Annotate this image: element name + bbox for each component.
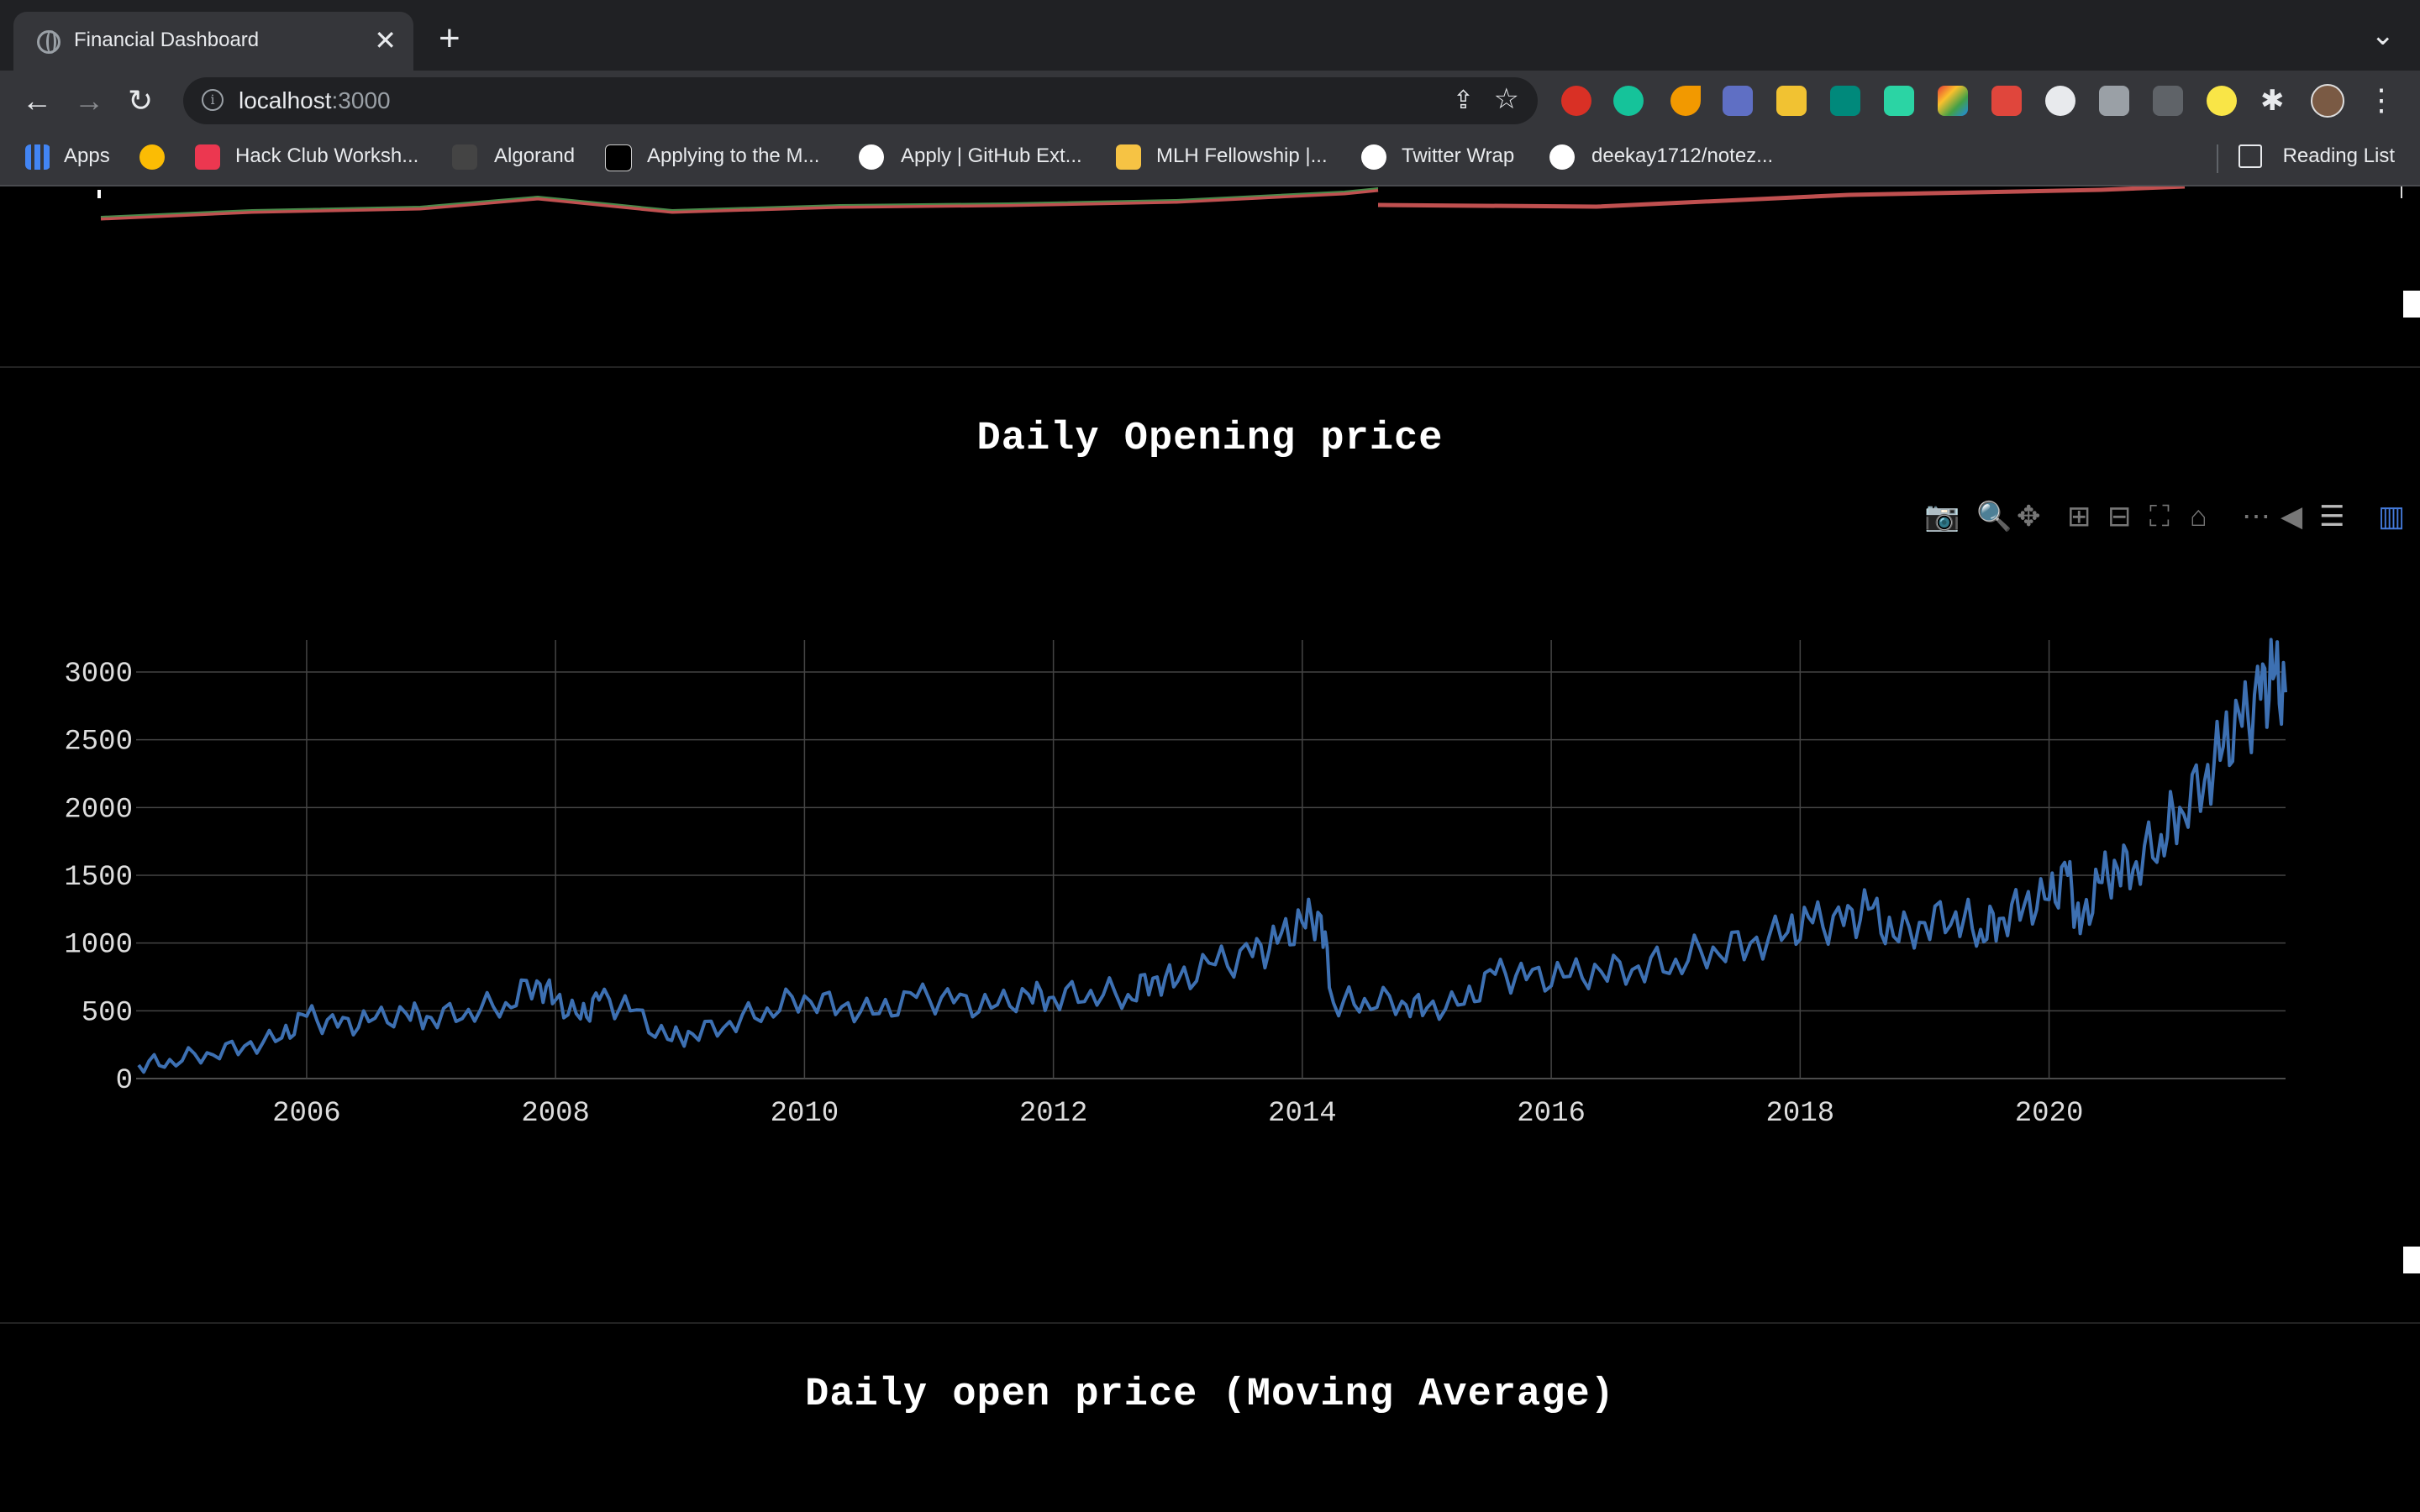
reading-list-icon bbox=[2238, 144, 2262, 168]
hover-compare-icon[interactable]: ☰ bbox=[2319, 501, 2345, 533]
back-button[interactable]: ← bbox=[22, 83, 52, 118]
github-icon bbox=[859, 144, 884, 170]
camera-icon[interactable]: 📷 bbox=[1924, 501, 1960, 533]
spike-lines-icon[interactable]: ⋯ bbox=[2242, 501, 2270, 533]
x-tick-label: 2012 bbox=[1019, 1098, 1088, 1130]
more-menu-icon[interactable]: ⋮ bbox=[2366, 82, 2396, 117]
globe-icon bbox=[37, 30, 60, 54]
bookmark-twitter-wrap[interactable]: Twitter Wrap bbox=[1402, 144, 1515, 167]
section-divider bbox=[0, 366, 2420, 368]
extension-icon[interactable] bbox=[2099, 86, 2129, 116]
x-tick-label: 2014 bbox=[1268, 1098, 1337, 1130]
forward-button[interactable]: → bbox=[74, 83, 104, 118]
x-axis-ticks: 2006 2008 2010 2012 2014 2016 2018 2020 bbox=[272, 1098, 2083, 1130]
new-tab-button[interactable]: + bbox=[439, 18, 460, 59]
reset-axes-icon[interactable]: ⌂ bbox=[2190, 501, 2207, 533]
tab-title: Financial Dashboard bbox=[74, 29, 260, 51]
extension-icon[interactable] bbox=[1991, 86, 2022, 116]
reading-list-button[interactable]: Reading List bbox=[2282, 144, 2395, 167]
x-tick-label: 2018 bbox=[1766, 1098, 1835, 1130]
site-info-icon[interactable]: i bbox=[202, 89, 224, 111]
y-tick-label: 500 bbox=[82, 997, 133, 1029]
opening-price-title: Daily Opening price bbox=[976, 417, 1444, 461]
hackclub-icon bbox=[195, 144, 220, 170]
pan-icon[interactable]: ✥ bbox=[2017, 501, 2041, 533]
bookmark-github-ext[interactable]: Apply | GitHub Ext... bbox=[901, 144, 1082, 167]
bookmark-mlh[interactable]: MLH Fellowship |... bbox=[1156, 144, 1328, 167]
bookmark-algorand[interactable]: Algorand bbox=[494, 144, 576, 167]
y-tick-label: 2000 bbox=[64, 794, 133, 826]
opening-price-chart[interactable]: 0 500 1000 1500 2000 2500 3000 2006 2008 2010 201… bbox=[0, 632, 2420, 1220]
resize-handle[interactable] bbox=[2403, 291, 2420, 318]
github-icon bbox=[1549, 144, 1575, 170]
zoom-in-icon[interactable]: ⊞ bbox=[2067, 501, 2091, 533]
hover-closest-icon[interactable]: ◀ bbox=[2281, 501, 2303, 533]
share-icon[interactable]: ⇪ bbox=[1452, 87, 1474, 114]
extension-icon[interactable] bbox=[2207, 86, 2237, 116]
x-tick-label: 2016 bbox=[1517, 1098, 1586, 1130]
zoom-out-icon[interactable]: ⊟ bbox=[2107, 501, 2132, 533]
x-tick-label: 2010 bbox=[771, 1098, 839, 1130]
cloud-bookmark-icon[interactable] bbox=[139, 144, 165, 170]
bookmark-hack-club[interactable]: Hack Club Worksh... bbox=[235, 144, 419, 167]
apps-grid-icon bbox=[25, 144, 50, 170]
moving-average-title: Daily open price (Moving Average) bbox=[805, 1373, 1615, 1417]
y-tick-label: 3000 bbox=[64, 659, 133, 690]
color-picker-extension-icon[interactable] bbox=[1938, 86, 1968, 116]
previous-chart-remnant bbox=[97, 186, 2402, 221]
panda-extension-icon[interactable] bbox=[2045, 86, 2075, 116]
x-tick-label: 2006 bbox=[272, 1098, 341, 1130]
tab-strip: Financial Dashboard ✕ + ⌄ bbox=[0, 0, 2420, 72]
browser-toolbar: ← → ↻ i localhost:3000 ⇪ ☆ ✱ ⋮ bbox=[0, 71, 2420, 131]
y-tick-label: 1500 bbox=[64, 862, 133, 894]
meet-extension-icon[interactable] bbox=[1830, 86, 1860, 116]
bookmark-apps[interactable]: Apps bbox=[64, 144, 110, 167]
y-tick-label: 0 bbox=[116, 1065, 133, 1097]
series-line[interactable] bbox=[137, 638, 2287, 1074]
cart-extension-icon[interactable] bbox=[2153, 86, 2183, 116]
mlh-icon bbox=[1116, 144, 1141, 170]
x-tick-label: 2008 bbox=[521, 1098, 590, 1130]
bookmark-notez[interactable]: deekay1712/notez... bbox=[1591, 144, 1774, 167]
algorand-icon bbox=[452, 144, 477, 170]
resize-handle[interactable] bbox=[2403, 1247, 2420, 1273]
url-text[interactable]: localhost:3000 bbox=[239, 87, 391, 113]
tab-financial-dashboard[interactable]: Financial Dashboard ✕ bbox=[13, 12, 413, 72]
y-tick-label: 2500 bbox=[64, 727, 133, 759]
bookmark-applying[interactable]: Applying to the M... bbox=[647, 144, 820, 167]
dev-icon bbox=[605, 144, 632, 171]
x-tick-label: 2020 bbox=[2015, 1098, 2084, 1130]
shield-extension-icon[interactable] bbox=[1723, 86, 1753, 116]
grammarly-extension-icon[interactable] bbox=[1613, 86, 1644, 116]
twitter-wrap-icon bbox=[1361, 144, 1386, 170]
address-bar[interactable]: i localhost:3000 ⇪ ☆ bbox=[183, 77, 1538, 124]
bookmark-extension-icon[interactable] bbox=[1884, 86, 1914, 116]
adblock-extension-icon[interactable] bbox=[1561, 86, 1591, 116]
chart-modebar: 📷 🔍 ✥ ⊞ ⊟ ⛶ ⌂ ⋯ ◀ ☰ ▥ bbox=[1916, 496, 2420, 538]
section-divider bbox=[0, 1322, 2420, 1324]
extension-icon[interactable] bbox=[1776, 86, 1807, 116]
autoscale-icon[interactable]: ⛶ bbox=[2149, 501, 2170, 533]
y-tick-label: 1000 bbox=[64, 930, 133, 962]
puzzle-extensions-icon[interactable]: ✱ bbox=[2260, 85, 2285, 117]
plotly-logo-icon[interactable]: ▥ bbox=[2378, 501, 2406, 533]
bookmarks-separator bbox=[2217, 144, 2218, 173]
tab-search-icon[interactable]: ⌄ bbox=[2370, 19, 2396, 51]
y-axis-ticks: 0 500 1000 1500 2000 2500 3000 bbox=[64, 659, 133, 1097]
close-tab-icon[interactable]: ✕ bbox=[374, 25, 397, 55]
zoom-icon[interactable]: 🔍 bbox=[1976, 501, 2012, 533]
grid-lines bbox=[136, 640, 2286, 1079]
dashboard-page: Daily Opening price 📷 🔍 ✥ ⊞ ⊟ ⛶ ⌂ ⋯ ◀ ☰ … bbox=[0, 186, 2420, 1512]
reload-button[interactable]: ↻ bbox=[128, 83, 154, 118]
profile-avatar[interactable] bbox=[2311, 84, 2344, 118]
extension-icon[interactable] bbox=[1670, 86, 1701, 116]
bookmarks-bar: Apps Hack Club Worksh... Algorand Applyi… bbox=[0, 131, 2420, 186]
bookmark-star-icon[interactable]: ☆ bbox=[1493, 83, 1519, 115]
